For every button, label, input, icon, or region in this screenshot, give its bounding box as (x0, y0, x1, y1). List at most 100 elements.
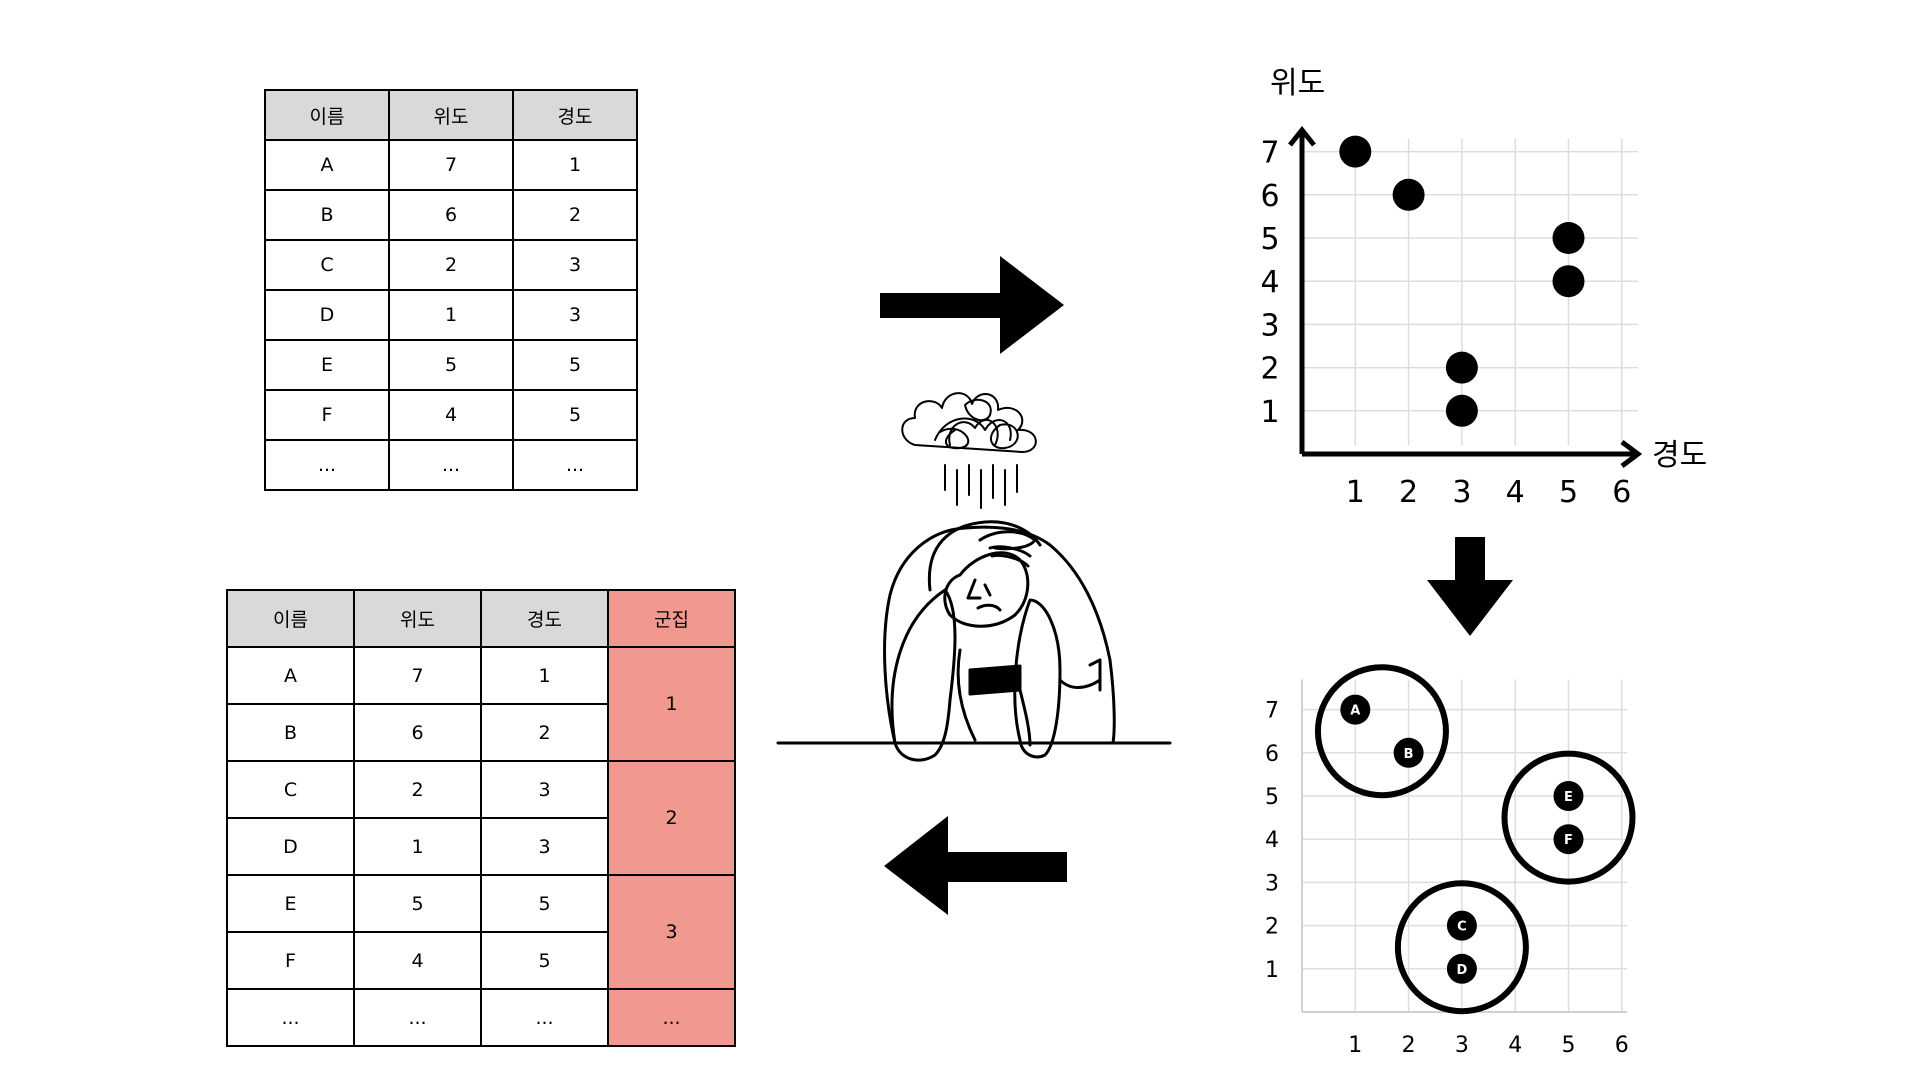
cluster-rings (1314, 664, 1636, 1015)
stressed-person-illustration (776, 392, 1172, 762)
raw-table-cell: 5 (512, 389, 638, 441)
scribble-cloud-icon (901, 392, 1037, 453)
y-tick-label: 6 (1260, 179, 1279, 214)
x-tick-label: 4 (1508, 1033, 1522, 1058)
clustered-table-cell: 5 (480, 931, 609, 990)
y-tick-label: 3 (1265, 871, 1279, 896)
scatter-point (1552, 265, 1585, 298)
cluster-point (1553, 781, 1584, 811)
cluster-point-label: E (1564, 790, 1573, 805)
raw-table-cell: F (264, 389, 390, 441)
cluster-y-ticks: 1 2 3 4 5 6 7 (1265, 699, 1279, 983)
raw-table-cell: A (264, 139, 390, 191)
y-tick-label: 2 (1265, 915, 1279, 940)
clustered-table-cell: 3 (480, 817, 609, 876)
clustered-scatter-plot: 1 2 3 4 5 6 1 2 3 4 5 6 7 A B C D E F (1265, 664, 1636, 1058)
raw-table-cell: D (264, 289, 390, 341)
clustered-header-cell: 이름 (226, 589, 355, 648)
clustered-table-header-row: 이름 위도 경도 군집 (226, 589, 736, 648)
x-tick-label: 1 (1346, 475, 1365, 510)
clustered-table-cell: E (226, 874, 355, 933)
y-tick-label: 2 (1260, 352, 1279, 387)
clustered-table-cell: C (226, 760, 355, 819)
clustered-header-cell: 경도 (480, 589, 609, 648)
raw-table-cell: 7 (388, 139, 514, 191)
clustered-table-cell: A (226, 646, 355, 705)
clustered-table-cell: 3 (480, 760, 609, 819)
clustered-table-cell: B (226, 703, 355, 762)
y-tick-label: 5 (1260, 222, 1279, 257)
y-tick-label: 1 (1260, 395, 1279, 430)
x-tick-label: 4 (1506, 475, 1525, 510)
cluster-x-ticks: 1 2 3 4 5 6 (1348, 1033, 1629, 1058)
clustered-table-cell: 5 (353, 874, 482, 933)
raw-table-cell: B (264, 189, 390, 241)
scatter-point (1552, 222, 1585, 254)
raw-table-cell: 5 (388, 339, 514, 391)
x-tick-label: 2 (1402, 1033, 1416, 1058)
clustered-table-row: ............ (226, 988, 736, 1047)
scatter-y-axis-label: 위도 (1270, 66, 1325, 101)
y-tick-label: 7 (1265, 699, 1279, 724)
x-tick-label: 1 (1348, 1033, 1362, 1058)
raw-header-cell: 위도 (388, 89, 514, 141)
clustered-table-cell: 2 (480, 703, 609, 762)
x-tick-label: 5 (1559, 475, 1578, 510)
raw-table-row: ......... (264, 439, 638, 491)
raw-header-cell: 이름 (264, 89, 390, 141)
clustered-table-cell: D (226, 817, 355, 876)
raw-table-cell: ... (388, 439, 514, 491)
clustered-table-cell: 1 (353, 817, 482, 876)
raw-table-header-row: 이름 위도 경도 (264, 89, 638, 141)
arrow-right-icon (880, 256, 1064, 354)
cluster-point-label: B (1404, 747, 1414, 762)
raw-table-cell: 2 (512, 189, 638, 241)
cluster-label-cell: 1 (607, 646, 736, 762)
raw-table-cell: E (264, 339, 390, 391)
cluster-point (1553, 824, 1584, 855)
raw-table-cell: 4 (388, 389, 514, 441)
raw-table-cell: ... (264, 439, 390, 491)
y-tick-label: 3 (1260, 308, 1279, 343)
raw-data-table: 이름 위도 경도 A 7 1 B 6 2 C 2 3 D 1 3 E 5 5 F 4 5......... (264, 89, 638, 491)
raw-table-cell: ... (512, 439, 638, 491)
cluster-label-cell: 3 (607, 874, 736, 990)
raw-table-cell: C (264, 239, 390, 291)
arrow-left-icon (884, 816, 1067, 915)
cluster-points: A B C D E F (1340, 694, 1584, 984)
clustered-table-cell: 6 (353, 703, 482, 762)
y-tick-label: 6 (1265, 742, 1279, 767)
raw-table-cell: 6 (388, 189, 514, 241)
clustered-table-cell: 2 (353, 760, 482, 819)
cluster-ring (1501, 750, 1636, 885)
x-tick-label: 3 (1452, 475, 1471, 510)
arrow-down-icon (1427, 537, 1513, 636)
raw-header-cell: 경도 (512, 89, 638, 141)
raw-table-cell: 1 (388, 289, 514, 341)
x-tick-label: 6 (1612, 475, 1631, 510)
y-axis-arrowhead-icon (1288, 125, 1316, 147)
y-tick-label: 5 (1265, 785, 1279, 810)
cluster-label-cell: ... (607, 988, 736, 1047)
clustered-table-cell: 4 (353, 931, 482, 990)
cluster-ring (1394, 880, 1529, 1015)
cluster-point (1340, 694, 1371, 725)
scatter-axes (1288, 125, 1643, 468)
x-tick-label: 3 (1455, 1033, 1469, 1058)
x-tick-label: 6 (1615, 1033, 1629, 1058)
scatter-points (1339, 135, 1585, 427)
scatter-point (1445, 351, 1478, 384)
